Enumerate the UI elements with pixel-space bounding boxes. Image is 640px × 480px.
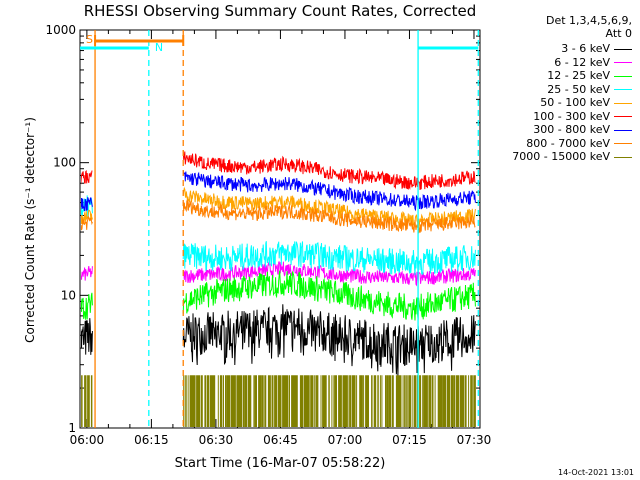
series-line (182, 150, 476, 191)
x-tick-label: 07:00 (328, 433, 363, 447)
legend-swatch (614, 89, 632, 90)
legend-swatch (614, 143, 632, 144)
series-group (81, 150, 476, 427)
legend-label: 100 - 300 keV (533, 109, 610, 123)
legend-swatch (614, 102, 632, 104)
legend-item: 800 - 7000 keV (526, 137, 632, 150)
x-tick-label: 06:30 (199, 433, 234, 447)
series-line (81, 292, 93, 320)
x-tick-label: 06:00 (70, 433, 105, 447)
series-line (182, 241, 476, 276)
series-line (182, 199, 476, 234)
chart-title: RHESSI Observing Summary Count Rates, Co… (84, 2, 477, 20)
legend-swatch (614, 48, 632, 50)
series-line (81, 216, 93, 231)
y-tick-label: 1000 (45, 23, 76, 37)
series-line (182, 170, 476, 212)
timestamp: 14-Oct-2021 13:01 (558, 468, 634, 477)
y-axis-label: Corrected Count Rate (s⁻¹ detector⁻¹) (23, 117, 37, 343)
y-tick-label: 100 (53, 156, 76, 170)
legend-detectors: Det 1,3,4,5,6,9, (545, 14, 632, 27)
flag-label-saa: S (86, 33, 93, 46)
legend-label: 300 - 800 keV (533, 123, 610, 136)
legend-header: Det 1,3,4,5,6,9, Att 0 (546, 14, 632, 40)
legend-label: 25 - 50 keV (547, 82, 610, 96)
legend-item: 7000 - 15000 keV (512, 150, 632, 163)
legend-label: 7000 - 15000 keV (512, 150, 610, 163)
legend-attenuator: Att 0 (605, 27, 632, 40)
plot-area: 1 10 100 1000 06:00 06:15 06:30 06:45 07:00 07:15… (45, 23, 491, 447)
legend-item: 25 - 50 keV (547, 83, 632, 96)
series-line (182, 270, 476, 321)
legend-item: 300 - 800 keV (533, 123, 632, 136)
legend-item: 6 - 12 keV (554, 56, 632, 69)
legend-label: 6 - 12 keV (554, 55, 610, 69)
legend-swatch (614, 129, 632, 131)
legend-label: 12 - 25 keV (547, 69, 610, 82)
series-line (81, 318, 93, 355)
legend-label: 50 - 100 keV (540, 96, 610, 109)
legend-swatch (614, 116, 632, 117)
legend-item: 50 - 100 keV (540, 96, 632, 109)
legend-swatch (614, 156, 632, 158)
series-line (81, 266, 93, 281)
y-tick-label: 10 (61, 288, 76, 302)
y-tick-label: 1 (68, 421, 76, 435)
x-axis-label: Start Time (16-Mar-07 05:58:22) (175, 456, 386, 471)
legend-swatch (614, 62, 632, 63)
x-tick-label: 07:30 (457, 433, 492, 447)
legend-label: 800 - 7000 keV (526, 136, 610, 150)
x-tick-label: 07:15 (392, 433, 427, 447)
legend-item: 100 - 300 keV (533, 110, 632, 123)
flag-label-night: N (155, 41, 163, 54)
series-line (81, 375, 93, 427)
series-line (182, 304, 476, 378)
series-line (81, 196, 93, 212)
legend-item: 3 - 6 keV (561, 42, 632, 55)
x-tick-label: 06:45 (263, 433, 298, 447)
legend-swatch (614, 75, 632, 77)
legend-item: 12 - 25 keV (547, 69, 632, 82)
series-line (183, 375, 476, 427)
x-tick-label: 06:15 (134, 433, 169, 447)
legend-label: 3 - 6 keV (561, 42, 610, 55)
series-line (81, 170, 93, 186)
